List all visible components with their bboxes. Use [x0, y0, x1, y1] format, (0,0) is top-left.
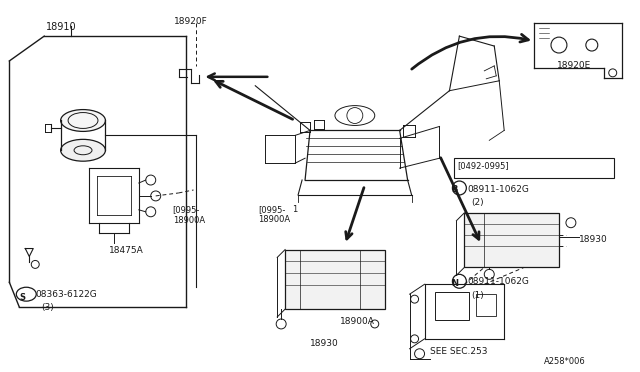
- Text: S: S: [19, 293, 26, 302]
- Text: 08911-1062G: 08911-1062G: [467, 277, 529, 286]
- Bar: [435, 292, 469, 320]
- Bar: [465, 213, 559, 267]
- Text: 18475A: 18475A: [109, 246, 143, 254]
- Text: 08911-1062G: 08911-1062G: [467, 185, 529, 194]
- Text: 18900A: 18900A: [173, 216, 205, 225]
- Text: 08363-6122G: 08363-6122G: [35, 290, 97, 299]
- Text: A258*006: A258*006: [544, 357, 586, 366]
- Ellipse shape: [61, 110, 106, 131]
- Text: 18920E: 18920E: [557, 61, 591, 70]
- Text: 18900A: 18900A: [340, 317, 375, 326]
- Text: N: N: [451, 279, 458, 288]
- Text: [0492-0995]: [0492-0995]: [458, 161, 509, 170]
- Bar: [454, 158, 614, 178]
- Text: [0995-: [0995-: [259, 205, 285, 214]
- Text: 18910: 18910: [46, 22, 77, 32]
- Text: (1): (1): [471, 291, 484, 300]
- Text: 18900A: 18900A: [259, 215, 291, 224]
- Text: (3): (3): [41, 302, 54, 312]
- Text: 18920F: 18920F: [173, 17, 207, 26]
- Bar: [476, 294, 496, 316]
- Ellipse shape: [61, 140, 106, 161]
- Text: SEE SEC.253: SEE SEC.253: [429, 347, 487, 356]
- Text: 18930: 18930: [579, 235, 607, 244]
- Text: B: B: [451, 186, 458, 195]
- Text: (2): (2): [471, 198, 484, 207]
- Text: 18930: 18930: [310, 339, 339, 348]
- Text: [0995-: [0995-: [173, 205, 200, 214]
- Text: 1: 1: [292, 205, 298, 214]
- Bar: [285, 250, 385, 309]
